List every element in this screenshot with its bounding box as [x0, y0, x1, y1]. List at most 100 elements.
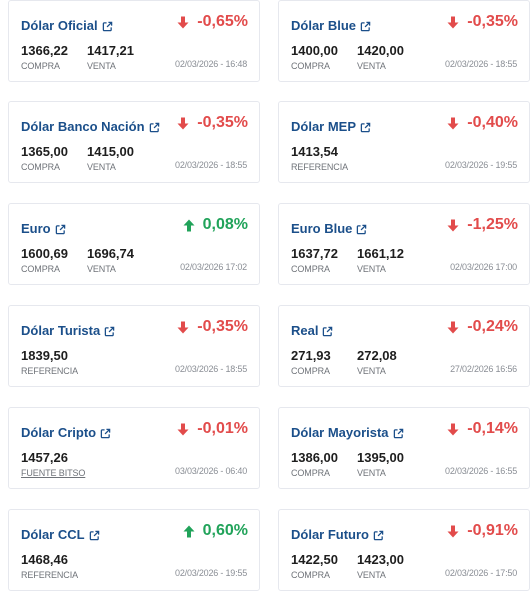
price-column: 1365,00 COMPRA [21, 145, 87, 173]
currency-title[interactable]: Dólar Blue [291, 18, 357, 33]
price-values: 1366,22 COMPRA 1417,21 VENTA [21, 43, 153, 72]
price-column: 1468,46 REFERENCIA [21, 552, 87, 581]
change-percent: -0,14% [467, 420, 518, 437]
external-link-icon[interactable] [102, 20, 113, 32]
currency-title-link[interactable]: Dólar MEP [291, 119, 371, 134]
price-column: 1395,00 VENTA [357, 451, 423, 479]
price-column: 1696,74 VENTA [87, 247, 153, 275]
currency-title-link[interactable]: Dólar Turista [21, 323, 115, 338]
currency-title[interactable]: Dólar Oficial [21, 18, 98, 33]
currency-title[interactable]: Dólar Futuro [291, 527, 369, 542]
price-label: VENTA [87, 162, 116, 172]
arrow-down-icon [177, 16, 189, 29]
external-link-icon[interactable] [100, 427, 111, 439]
currency-title[interactable]: Real [291, 323, 319, 338]
external-link-icon[interactable] [104, 325, 115, 337]
currency-title-link[interactable]: Dólar Mayorista [291, 425, 404, 440]
currency-card: Dólar Banco Nación -0,35% 1365,00 COMPRA 141… [8, 101, 260, 183]
arrow-down-icon [177, 321, 189, 334]
change-percent: 0,60% [202, 522, 248, 539]
currency-card: Dólar MEP -0,40% 1413,54 REFERENCIA 02/03/20… [278, 101, 530, 183]
updated-timestamp: 02/03/2026 - 16:55 [445, 466, 517, 476]
price-column: 1366,22 COMPRA [21, 43, 87, 72]
currency-title-link[interactable]: Dólar Blue [291, 18, 371, 33]
currency-title[interactable]: Euro [21, 221, 51, 236]
arrow-down-icon [447, 321, 459, 334]
change-indicator: -0,91% [447, 522, 518, 540]
currency-title[interactable]: Dólar Turista [21, 323, 101, 338]
price-label: VENTA [357, 468, 386, 478]
updated-timestamp: 02/03/2026 - 18:55 [175, 160, 247, 170]
external-link-icon[interactable] [149, 121, 160, 133]
price-values: 1637,72 COMPRA 1661,12 VENTA [291, 246, 423, 275]
price-values: 1468,46 REFERENCIA [21, 552, 87, 581]
price-value: 1366,22 [21, 43, 68, 58]
currency-title[interactable]: Dólar MEP [291, 119, 357, 134]
currency-title-link[interactable]: Dólar CCL [21, 527, 100, 542]
change-percent: -0,35% [467, 13, 518, 30]
currency-title-link[interactable]: Dólar Futuro [291, 527, 384, 542]
price-value: 1468,46 [21, 552, 68, 567]
price-value: 272,08 [357, 348, 397, 363]
price-values: 1413,54 REFERENCIA [291, 145, 357, 173]
price-label: VENTA [87, 264, 116, 274]
price-column: 1413,54 REFERENCIA [291, 145, 357, 173]
arrow-up-icon [183, 525, 195, 538]
currency-card: Real -0,24% 271,93 COMPRA 272,08 VENTA 27/02/2… [278, 305, 530, 387]
currency-card: Dólar Turista -0,35% 1839,50 REFERENCIA 02/0… [8, 305, 260, 387]
currency-card: Euro 0,08% 1600,69 COMPRA 1696,74 VENTA 02/03/… [8, 203, 260, 285]
external-link-icon[interactable] [322, 325, 333, 337]
currency-title[interactable]: Dólar CCL [21, 527, 85, 542]
external-link-icon[interactable] [89, 529, 100, 541]
price-column: 1457,26 FUENTE BITSO [21, 451, 87, 479]
change-indicator: -0,40% [447, 114, 518, 132]
arrow-down-icon [447, 16, 459, 29]
currency-card: Dólar CCL 0,60% 1468,46 REFERENCIA 02/03/202… [8, 509, 260, 591]
external-link-icon[interactable] [360, 121, 371, 133]
currency-title[interactable]: Dólar Cripto [21, 425, 97, 440]
currency-title-link[interactable]: Dólar Oficial [21, 18, 113, 33]
source-link[interactable]: FUENTE BITSO [21, 468, 86, 478]
currency-title[interactable]: Dólar Mayorista [291, 425, 389, 440]
price-column: 1386,00 COMPRA [291, 451, 357, 479]
external-link-icon[interactable] [356, 223, 367, 235]
arrow-down-icon [177, 423, 189, 436]
currency-title-link[interactable]: Euro Blue [291, 221, 367, 236]
change-indicator: -1,25% [447, 216, 518, 234]
change-indicator: -0,01% [177, 420, 248, 438]
price-label: VENTA [357, 570, 386, 580]
change-percent: -0,91% [467, 522, 518, 539]
currency-title[interactable]: Euro Blue [291, 221, 353, 236]
external-link-icon[interactable] [360, 20, 371, 32]
price-column: 1422,50 COMPRA [291, 553, 357, 581]
change-indicator: 0,08% [183, 216, 248, 234]
change-percent: -0,40% [467, 114, 518, 131]
currency-title-link[interactable]: Dólar Banco Nación [21, 119, 160, 134]
change-percent: -0,65% [197, 13, 248, 30]
change-indicator: -0,35% [177, 114, 248, 132]
price-label: COMPRA [291, 264, 330, 274]
updated-timestamp: 02/03/2026 - 18:55 [175, 364, 247, 374]
currency-title-link[interactable]: Real [291, 323, 333, 338]
external-link-icon[interactable] [55, 223, 66, 235]
price-value: 1600,69 [21, 246, 68, 261]
arrow-down-icon [447, 117, 459, 130]
updated-timestamp: 02/03/2026 - 16:48 [175, 59, 247, 69]
price-value: 1423,00 [357, 552, 404, 567]
price-value: 1400,00 [291, 43, 338, 58]
currency-title-link[interactable]: Dólar Cripto [21, 425, 111, 440]
updated-timestamp: 02/03/2026 17:00 [450, 262, 517, 272]
price-value: 1839,50 [21, 348, 68, 363]
updated-timestamp: 02/03/2026 - 17:50 [445, 568, 517, 578]
change-indicator: 0,60% [183, 522, 248, 540]
currency-card: Dólar Futuro -0,91% 1422,50 COMPRA 1423,00 VE… [278, 509, 530, 591]
currency-card: Dólar Oficial -0,65% 1366,22 COMPRA 1417,21 V… [8, 0, 260, 82]
price-column: 1661,12 VENTA [357, 246, 423, 275]
updated-timestamp: 02/03/2026 - 19:55 [175, 568, 247, 578]
currency-title[interactable]: Dólar Banco Nación [21, 119, 145, 134]
external-link-icon[interactable] [373, 529, 384, 541]
price-value: 1661,12 [357, 246, 404, 261]
currency-title-link[interactable]: Euro [21, 221, 66, 236]
external-link-icon[interactable] [393, 427, 404, 439]
